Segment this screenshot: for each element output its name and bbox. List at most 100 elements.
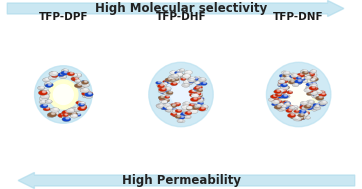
Circle shape <box>156 81 162 84</box>
Circle shape <box>169 109 171 110</box>
Circle shape <box>198 86 201 87</box>
Circle shape <box>168 106 173 109</box>
Circle shape <box>173 71 176 72</box>
Circle shape <box>173 82 176 84</box>
Circle shape <box>272 100 280 104</box>
Circle shape <box>167 90 169 91</box>
Circle shape <box>70 109 73 110</box>
Circle shape <box>292 109 300 114</box>
Circle shape <box>312 73 315 75</box>
Circle shape <box>273 94 280 97</box>
Circle shape <box>75 78 78 79</box>
Circle shape <box>174 80 180 83</box>
Circle shape <box>276 100 279 101</box>
Circle shape <box>310 82 317 85</box>
Circle shape <box>188 78 195 82</box>
Circle shape <box>315 94 318 96</box>
Circle shape <box>296 110 298 111</box>
Circle shape <box>281 76 289 80</box>
Circle shape <box>323 101 326 102</box>
Circle shape <box>278 105 280 107</box>
Circle shape <box>274 90 281 94</box>
Circle shape <box>304 104 306 106</box>
Circle shape <box>198 94 201 95</box>
Circle shape <box>172 77 179 81</box>
Circle shape <box>182 108 189 112</box>
Circle shape <box>171 78 178 82</box>
Circle shape <box>186 74 189 76</box>
Circle shape <box>39 96 49 101</box>
Circle shape <box>268 98 276 102</box>
Circle shape <box>184 108 192 112</box>
Circle shape <box>313 77 316 78</box>
Circle shape <box>168 80 175 84</box>
Circle shape <box>280 78 286 81</box>
Circle shape <box>193 106 195 107</box>
Circle shape <box>162 82 168 85</box>
Circle shape <box>313 94 322 98</box>
Circle shape <box>162 86 164 88</box>
Circle shape <box>310 87 319 91</box>
Circle shape <box>288 107 291 108</box>
Circle shape <box>47 82 50 84</box>
Circle shape <box>74 107 77 109</box>
Circle shape <box>295 84 298 85</box>
Circle shape <box>302 110 308 113</box>
Circle shape <box>194 79 196 80</box>
Circle shape <box>302 111 310 115</box>
Circle shape <box>193 87 199 91</box>
Circle shape <box>286 75 292 78</box>
Circle shape <box>307 72 315 76</box>
Circle shape <box>272 98 274 99</box>
Circle shape <box>275 100 278 102</box>
Circle shape <box>198 77 206 82</box>
Circle shape <box>49 83 52 85</box>
Circle shape <box>181 78 186 81</box>
Circle shape <box>279 89 287 94</box>
Circle shape <box>194 94 200 97</box>
Circle shape <box>306 111 308 113</box>
Circle shape <box>184 75 191 79</box>
Circle shape <box>299 105 308 110</box>
Text: TFP-DHF: TFP-DHF <box>156 12 206 22</box>
Circle shape <box>171 80 174 82</box>
Text: High Molecular selectivity: High Molecular selectivity <box>95 2 267 15</box>
Circle shape <box>281 94 289 98</box>
Circle shape <box>177 71 179 73</box>
Circle shape <box>168 80 171 81</box>
Circle shape <box>302 117 304 118</box>
Circle shape <box>184 75 190 78</box>
Circle shape <box>40 94 50 99</box>
Ellipse shape <box>171 84 191 105</box>
Circle shape <box>319 91 321 92</box>
Circle shape <box>290 105 298 109</box>
Circle shape <box>164 99 166 100</box>
Circle shape <box>277 90 280 91</box>
Circle shape <box>175 110 177 111</box>
Circle shape <box>50 112 57 115</box>
Circle shape <box>281 83 283 84</box>
Circle shape <box>279 82 285 85</box>
Circle shape <box>193 96 199 100</box>
Circle shape <box>303 71 306 72</box>
Circle shape <box>296 73 305 77</box>
Circle shape <box>319 91 325 94</box>
Ellipse shape <box>149 62 213 127</box>
Circle shape <box>192 77 199 81</box>
Circle shape <box>294 108 296 109</box>
Circle shape <box>156 104 163 108</box>
Circle shape <box>309 107 311 108</box>
Circle shape <box>189 90 197 94</box>
Circle shape <box>301 104 308 108</box>
Circle shape <box>301 112 309 116</box>
Circle shape <box>196 98 204 102</box>
Circle shape <box>306 85 313 89</box>
Circle shape <box>198 92 201 94</box>
Circle shape <box>311 87 318 91</box>
Circle shape <box>182 102 190 106</box>
Circle shape <box>84 88 88 90</box>
Circle shape <box>306 106 308 107</box>
Circle shape <box>166 78 173 81</box>
Circle shape <box>62 69 69 73</box>
Circle shape <box>282 74 289 77</box>
